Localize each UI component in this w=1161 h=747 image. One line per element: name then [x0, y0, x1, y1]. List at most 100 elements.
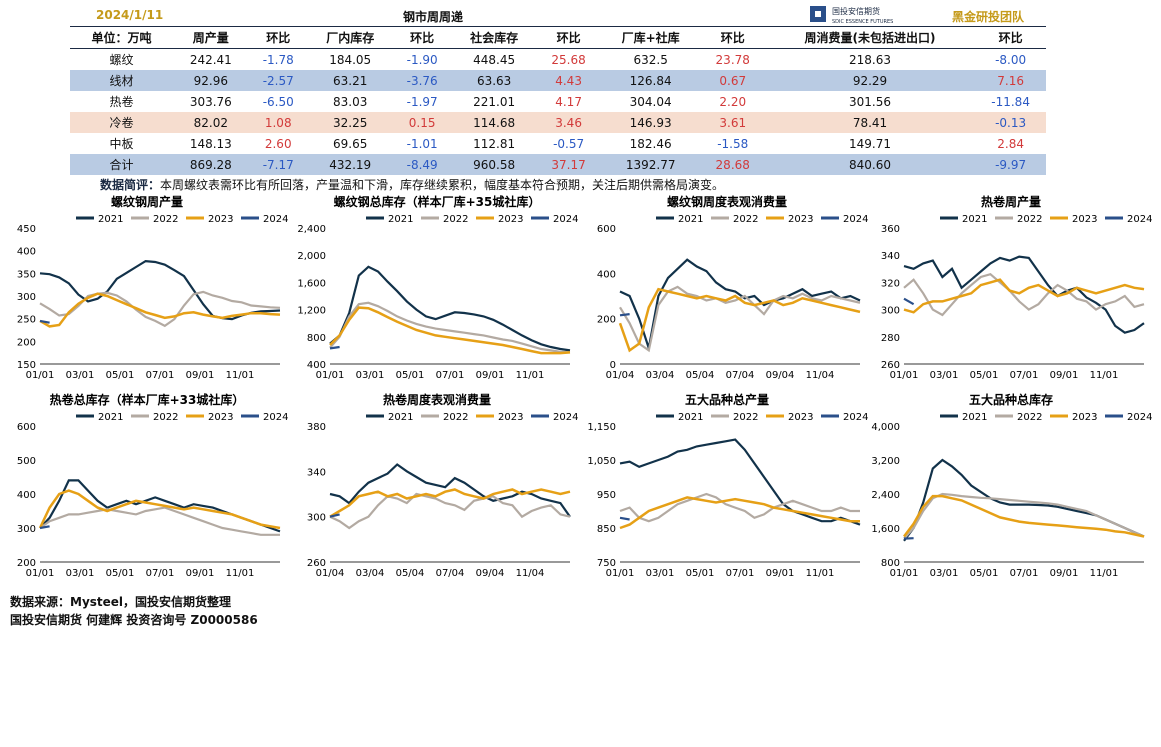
table-cell: 螺纹 [70, 48, 173, 70]
table-cell: -8.00 [975, 48, 1046, 70]
x-tick-label: 01/01 [26, 370, 55, 380]
y-tick-label: 400 [597, 269, 616, 280]
legend-label: 2024 [553, 412, 578, 423]
chart-title: 五大品种总库存 [969, 392, 1053, 407]
table-cell: 840.60 [764, 154, 976, 175]
x-tick-label: 05/01 [106, 370, 135, 380]
chart-svg: 热卷总库存（样本厂库+33城社库） 2021 2022 2023 2024 600 500 4… [17, 392, 288, 578]
y-tick-label: 150 [17, 360, 36, 371]
table-cell: -7.17 [248, 154, 308, 175]
table-cell: 126.84 [600, 70, 701, 91]
series-line-2022 [903, 492, 1145, 540]
y-tick-label: 200 [17, 558, 36, 569]
table-cell: 83.03 [307, 91, 393, 112]
x-tick-label: 09/01 [186, 370, 215, 380]
series-line-2024 [619, 516, 630, 521]
x-tick-label: 03/01 [646, 568, 675, 578]
x-tick-label: 09/04 [476, 568, 505, 578]
chart-8: 五大品种总库存 2021 2022 2023 2024 4,000 3,200 2,400 1,… [870, 388, 1152, 578]
table-cell: 23.78 [700, 48, 765, 70]
x-tick-label: 01/04 [606, 370, 635, 380]
legend-label: 2024 [553, 214, 578, 225]
series-line-2021 [39, 259, 281, 321]
table-cell: 304.04 [600, 91, 701, 112]
table-cell: 2.20 [700, 91, 765, 112]
x-tick-label: 01/01 [316, 370, 345, 380]
table-cell: 149.71 [764, 133, 976, 154]
table-cell: -0.13 [975, 112, 1046, 133]
y-tick-label: 750 [597, 558, 616, 569]
chart-5: 热卷总库存（样本厂库+33城社库） 2021 2022 2023 2024 600 500 4… [6, 388, 288, 578]
table-cell: 热卷 [70, 91, 173, 112]
legend-label: 2021 [678, 412, 703, 423]
y-tick-label: 2,400 [871, 490, 900, 501]
table-cell: -1.58 [700, 133, 765, 154]
legend-label: 2022 [733, 214, 758, 225]
table-row: 冷卷 82.02 1.08 32.25 0.15 114.68 3.46 146.93 3.61… [70, 112, 1046, 133]
table-cell: -3.76 [392, 70, 452, 91]
data-commentary: 数据简评：本周螺纹表需环比有所回落，产量温和下滑，库存继续累积，幅度基本符合预期… [100, 176, 724, 193]
y-tick-label: 320 [881, 278, 900, 289]
series-line-2023 [619, 496, 860, 530]
svg-text:SDIC ESSENCE FUTURES: SDIC ESSENCE FUTURES [832, 19, 893, 25]
series-line-2022 [39, 506, 280, 536]
y-tick-label: 260 [881, 360, 900, 371]
chart-title: 五大品种总产量 [685, 392, 769, 407]
series-line-2021 [619, 258, 861, 349]
table-cell: -1.97 [392, 91, 452, 112]
x-tick-label: 07/01 [146, 568, 175, 578]
legend-label: 2022 [1017, 412, 1042, 423]
chart-title: 热卷周产量 [981, 194, 1041, 209]
legend-label: 2023 [1072, 412, 1097, 423]
x-tick-label: 07/01 [146, 370, 175, 380]
chart-svg: 热卷周度表观消费量 2021 2022 2023 2024 380 340 300 26001/… [307, 392, 578, 578]
table-cell: 92.96 [172, 70, 249, 91]
legend-label: 2022 [153, 412, 178, 423]
series-line-2023 [903, 278, 1145, 314]
table-header-2: 环比 [248, 26, 308, 49]
x-tick-label: 07/04 [726, 370, 755, 380]
y-tick-label: 360 [881, 224, 900, 235]
svg-text:国投安信期货: 国投安信期货 [832, 6, 880, 16]
y-tick-label: 1,600 [297, 278, 326, 289]
table-cell: 32.25 [307, 112, 393, 133]
x-tick-label: 11/04 [806, 370, 835, 380]
table-cell: 63.21 [307, 70, 393, 91]
y-tick-label: 1,600 [871, 524, 900, 535]
series-line-2022 [39, 290, 281, 328]
series-line-2024 [39, 319, 50, 324]
table-cell: 184.05 [307, 48, 393, 70]
y-tick-label: 600 [17, 422, 36, 433]
table-cell: -9.97 [975, 154, 1046, 175]
x-tick-label: 07/04 [436, 568, 465, 578]
table-row: 螺纹 242.41 -1.78 184.05 -1.90 448.45 25.68 632.5… [70, 48, 1046, 70]
legend-label: 2022 [443, 412, 468, 423]
table-cell: 0.15 [392, 112, 452, 133]
table-cell: 合计 [70, 154, 173, 175]
table-cell: 182.46 [600, 133, 701, 154]
table-cell: 218.63 [764, 48, 976, 70]
chart-svg: 螺纹钢周度表观消费量 2021 2022 2023 2024 600 400 200 001/0… [597, 194, 868, 380]
legend-label: 2023 [498, 214, 523, 225]
chart-svg: 五大品种总库存 2021 2022 2023 2024 4,000 3,200 2,400 1,… [871, 392, 1152, 578]
table-cell: 1.08 [248, 112, 308, 133]
table-cell: 960.58 [451, 154, 537, 175]
y-tick-label: 800 [307, 333, 326, 344]
y-tick-label: 3,200 [871, 456, 900, 467]
x-tick-label: 03/01 [66, 568, 95, 578]
y-tick-label: 400 [17, 247, 36, 258]
y-tick-label: 340 [881, 251, 900, 262]
series-line-2024 [329, 345, 340, 350]
table-cell: -11.84 [975, 91, 1046, 112]
y-tick-label: 280 [881, 333, 900, 344]
x-tick-label: 11/04 [516, 568, 545, 578]
y-tick-label: 950 [597, 490, 616, 501]
x-tick-label: 01/01 [606, 568, 635, 578]
table-cell: 中板 [70, 133, 173, 154]
legend-label: 2021 [962, 214, 987, 225]
table-cell: 0.67 [700, 70, 765, 91]
table-cell: 3.61 [700, 112, 765, 133]
table-cell: -2.57 [248, 70, 308, 91]
report-title: 钢市周周递 [403, 10, 464, 24]
y-tick-label: 350 [17, 269, 36, 280]
